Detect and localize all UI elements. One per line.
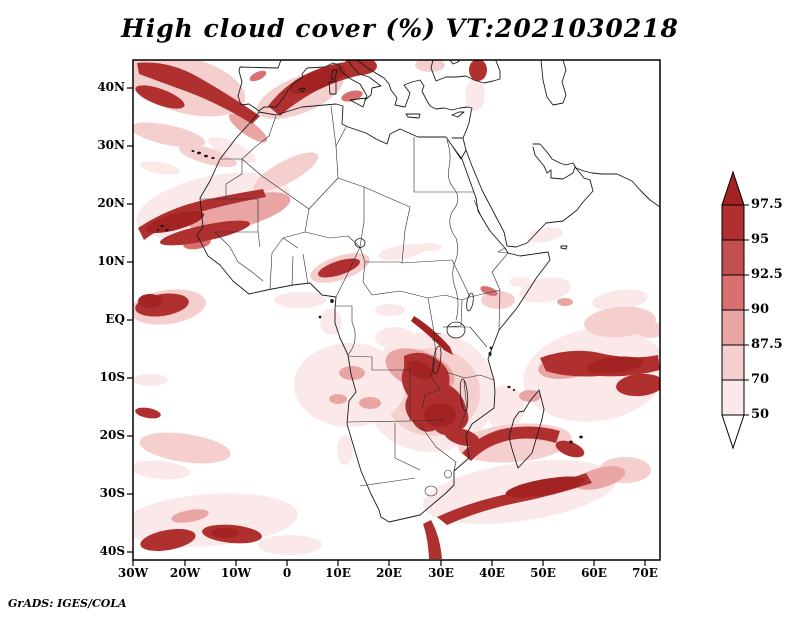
y-axis-tick-label: 30N	[97, 138, 125, 152]
colorbar-label: 92.5	[751, 267, 783, 282]
y-axis-tick-label: 10S	[99, 370, 125, 384]
colorbar-label: 50	[751, 407, 770, 422]
x-axis-tick-label: 10W	[220, 566, 252, 580]
lakes	[354, 238, 474, 412]
coastlines	[156, 60, 660, 523]
x-axis-tick-label: 10E	[325, 566, 351, 580]
y-axis-tick-label: 30S	[99, 486, 125, 500]
y-axis-tick-label: EQ	[105, 312, 125, 326]
x-axis-tick-label: 30E	[428, 566, 454, 580]
axis-ticks	[127, 87, 646, 566]
y-axis-tick-label: 40S	[99, 544, 125, 558]
colorbar-label: 87.5	[751, 337, 783, 352]
cloud-shading	[133, 60, 660, 559]
plot-frame	[132, 59, 661, 561]
colorbar-label: 95	[751, 232, 770, 247]
x-axis-tick-label: 30W	[117, 566, 149, 580]
colorbar-label: 70	[751, 372, 770, 387]
x-axis-tick-label: 20W	[169, 566, 201, 580]
x-axis-tick-label: 70E	[632, 566, 658, 580]
page-title: High cloud cover (%) VT:2021030218	[121, 14, 679, 43]
y-axis-tick-label: 40N	[97, 80, 125, 94]
x-axis-tick-label: 40E	[479, 566, 505, 580]
x-axis-tick-label: 0	[282, 566, 292, 580]
y-axis-tick-label: 10N	[97, 254, 125, 268]
x-axis-tick-label: 20E	[376, 566, 402, 580]
colorbar-label: 90	[751, 302, 770, 317]
country-borders	[200, 105, 509, 497]
x-axis-tick-label: 50E	[530, 566, 556, 580]
colorbar-label: 97.5	[751, 197, 783, 212]
attribution: GrADS: IGES/COLA	[8, 597, 127, 610]
colorbar	[721, 170, 749, 450]
y-axis-tick-label: 20N	[97, 196, 125, 210]
y-axis-tick-label: 20S	[99, 428, 125, 442]
x-axis-tick-label: 60E	[581, 566, 607, 580]
